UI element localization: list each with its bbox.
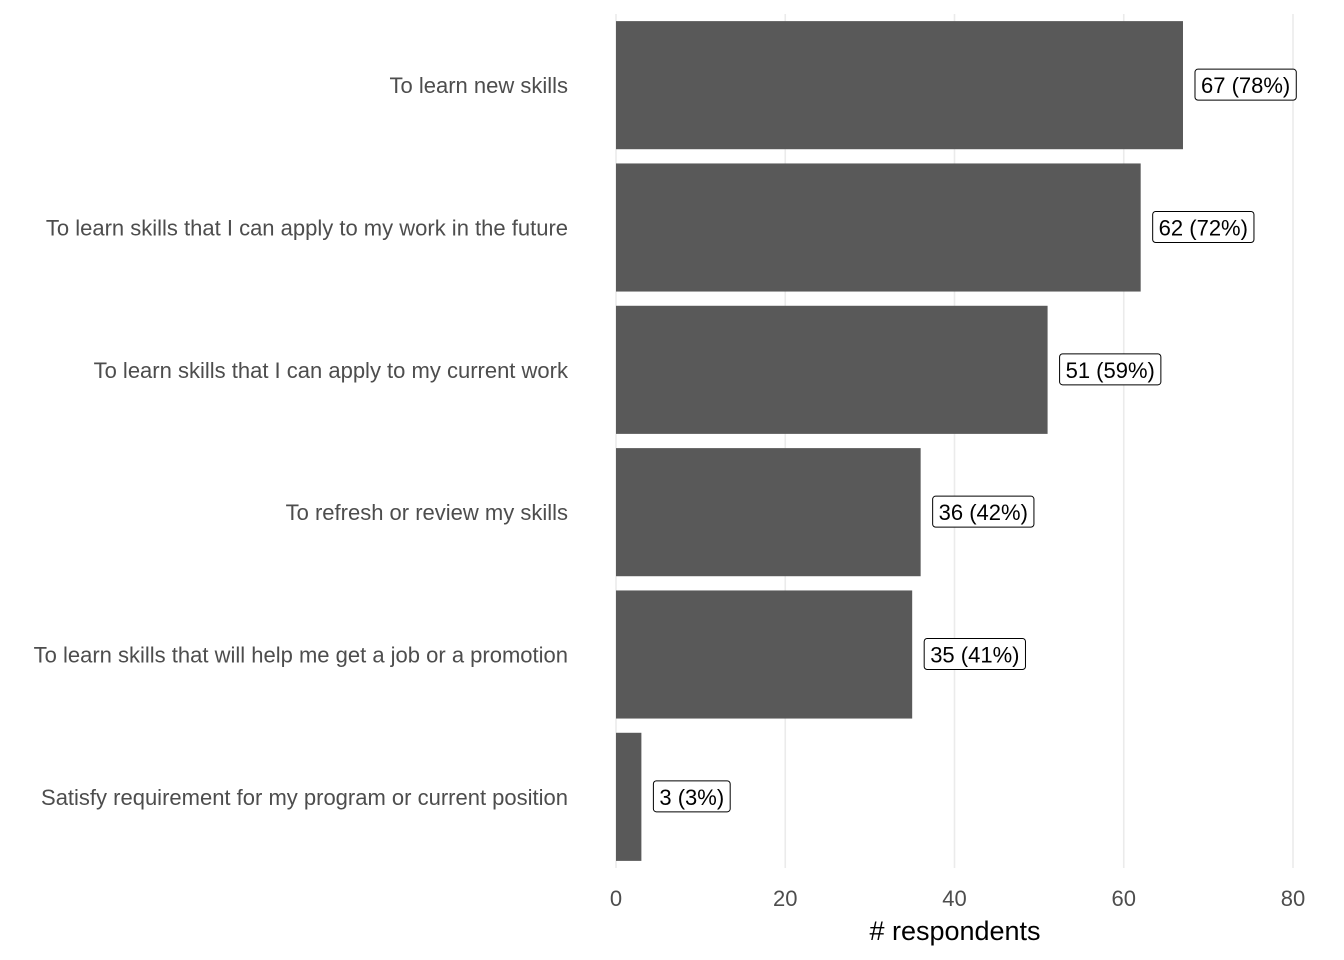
data-label-box [932,495,1035,528]
data-label-box [652,780,731,813]
data-label: 3 (3%) [652,780,731,813]
x-tick-label: 40 [942,886,966,911]
data-labels: 67 (78%) 62 (72%) 51 (59%) 36 (42%) 35 (41%)… [652,68,1297,813]
data-label-box [1194,68,1297,101]
data-label: 62 (72%) [1152,211,1255,243]
category-label: To refresh or review my skills [286,500,568,525]
bar [616,590,913,719]
x-tick-label: 0 [610,886,622,911]
x-tick-labels: 0 20 40 60 80 [610,886,1305,911]
category-label: To learn skills that I can apply to my w… [46,216,568,241]
data-label-text: 51 (59%) [1066,358,1155,383]
data-label-text: 62 (72%) [1159,216,1248,241]
category-label: To learn skills that I can apply to my c… [94,358,569,383]
bars [616,21,1183,861]
bar [616,732,642,861]
x-tick-label: 20 [773,886,797,911]
data-label-text: 3 (3%) [659,785,724,810]
grid-lines [615,14,1294,868]
data-label: 35 (41%) [923,638,1026,670]
category-label: To learn new skills [389,73,568,98]
data-label-text: 67 (78%) [1201,73,1290,98]
category-label: Satisfy requirement for my program or cu… [41,785,568,810]
data-label: 67 (78%) [1194,68,1297,101]
data-label-box [923,638,1026,670]
x-tick-label: 80 [1281,886,1305,911]
bar [616,163,1141,292]
category-label: To learn skills that will help me get a … [34,643,568,668]
bar [616,305,1048,434]
data-label-box [1152,211,1255,243]
data-label: 51 (59%) [1059,353,1162,386]
data-label-text: 36 (42%) [939,500,1028,525]
data-label: 36 (42%) [932,495,1035,528]
bar [616,21,1183,150]
x-tick-label: 60 [1112,886,1136,911]
data-label-text: 35 (41%) [930,643,1019,668]
bar [616,448,921,577]
x-axis-title: # respondents [869,916,1040,946]
category-labels: To learn new skills To learn skills that … [34,73,569,810]
data-label-box [1059,353,1162,386]
